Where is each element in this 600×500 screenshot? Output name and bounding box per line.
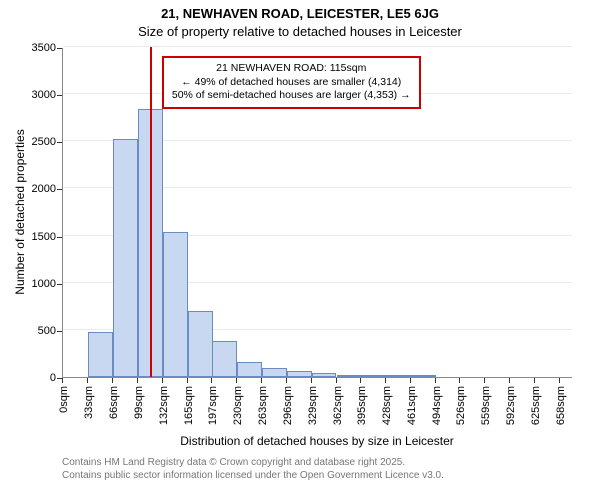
x-tick-label: 592sqm xyxy=(505,386,517,425)
x-tick-mark xyxy=(509,378,510,383)
x-tick-label: 526sqm xyxy=(455,386,467,425)
x-axis-label: Distribution of detached houses by size … xyxy=(62,434,572,448)
y-tick-mark xyxy=(57,95,62,96)
x-tick-mark xyxy=(162,378,163,383)
x-tick-mark xyxy=(435,378,436,383)
y-tick-label: 500 xyxy=(10,325,56,337)
histogram-bar xyxy=(163,232,188,377)
y-tick-label: 3500 xyxy=(10,42,56,54)
x-tick-label: 197sqm xyxy=(207,386,219,425)
y-tick-label: 3000 xyxy=(10,89,56,101)
y-tick-label: 2000 xyxy=(10,183,56,195)
x-tick-mark xyxy=(385,378,386,383)
x-tick-label: 165sqm xyxy=(183,386,195,425)
x-tick-label: 461sqm xyxy=(406,386,418,425)
histogram-bar xyxy=(237,362,262,377)
footer: Contains HM Land Registry data © Crown c… xyxy=(62,456,444,482)
annotation-line: 21 NEWHAVEN ROAD: 115sqm xyxy=(172,62,411,76)
y-tick-mark xyxy=(57,237,62,238)
x-tick-mark xyxy=(360,378,361,383)
x-tick-mark xyxy=(261,378,262,383)
x-tick-mark xyxy=(410,378,411,383)
x-tick-mark xyxy=(236,378,237,383)
x-tick-label: 33sqm xyxy=(83,386,95,419)
y-tick-label: 1000 xyxy=(10,278,56,290)
grid-line xyxy=(63,46,572,47)
histogram-bar xyxy=(212,341,237,377)
y-tick-label: 0 xyxy=(10,372,56,384)
x-tick-label: 494sqm xyxy=(431,386,443,425)
x-tick-mark xyxy=(62,378,63,383)
reference-line xyxy=(150,47,152,377)
footer-line-1: Contains HM Land Registry data © Crown c… xyxy=(62,456,444,469)
chart-container: 21, NEWHAVEN ROAD, LEICESTER, LE5 6JG Si… xyxy=(0,0,600,500)
y-tick-mark xyxy=(57,189,62,190)
x-tick-mark xyxy=(137,378,138,383)
x-tick-mark xyxy=(187,378,188,383)
x-tick-label: 99sqm xyxy=(133,386,145,419)
x-tick-label: 296sqm xyxy=(282,386,294,425)
histogram-bar xyxy=(262,368,287,377)
x-tick-mark xyxy=(286,378,287,383)
y-tick-mark xyxy=(57,331,62,332)
x-tick-label: 658sqm xyxy=(555,386,567,425)
x-tick-label: 263sqm xyxy=(257,386,269,425)
histogram-bar xyxy=(287,371,312,377)
x-tick-label: 428sqm xyxy=(381,386,393,425)
x-tick-mark xyxy=(534,378,535,383)
histogram-bar xyxy=(188,311,213,377)
x-tick-label: 329sqm xyxy=(307,386,319,425)
histogram-bar xyxy=(337,375,362,377)
y-tick-mark xyxy=(57,48,62,49)
x-tick-mark xyxy=(484,378,485,383)
annotation-line: 50% of semi-detached houses are larger (… xyxy=(172,89,411,103)
x-tick-mark xyxy=(112,378,113,383)
x-tick-mark xyxy=(211,378,212,383)
y-tick-mark xyxy=(57,284,62,285)
x-tick-label: 230sqm xyxy=(232,386,244,425)
x-tick-mark xyxy=(459,378,460,383)
y-tick-label: 2500 xyxy=(10,136,56,148)
x-tick-label: 559sqm xyxy=(480,386,492,425)
histogram-bar xyxy=(312,373,337,377)
annotation-line: ← 49% of detached houses are smaller (4,… xyxy=(172,76,411,90)
x-tick-label: 66sqm xyxy=(108,386,120,419)
histogram-bar xyxy=(88,332,113,377)
x-tick-label: 395sqm xyxy=(356,386,368,425)
chart-title-1: 21, NEWHAVEN ROAD, LEICESTER, LE5 6JG xyxy=(0,6,600,21)
x-tick-mark xyxy=(87,378,88,383)
x-tick-label: 625sqm xyxy=(530,386,542,425)
x-tick-mark xyxy=(559,378,560,383)
histogram-bar xyxy=(411,375,436,377)
x-tick-mark xyxy=(311,378,312,383)
histogram-bar xyxy=(113,139,138,377)
x-tick-mark xyxy=(336,378,337,383)
x-tick-label: 0sqm xyxy=(58,386,70,413)
annotation-box: 21 NEWHAVEN ROAD: 115sqm← 49% of detache… xyxy=(162,56,421,109)
y-tick-label: 1500 xyxy=(10,231,56,243)
histogram-bar xyxy=(361,375,386,377)
chart-title-2: Size of property relative to detached ho… xyxy=(0,24,600,39)
histogram-bar xyxy=(386,375,411,377)
x-tick-label: 132sqm xyxy=(158,386,170,425)
x-tick-label: 362sqm xyxy=(332,386,344,425)
plot-area: 21 NEWHAVEN ROAD: 115sqm← 49% of detache… xyxy=(62,48,572,378)
y-tick-mark xyxy=(57,142,62,143)
footer-line-2: Contains public sector information licen… xyxy=(62,469,444,482)
